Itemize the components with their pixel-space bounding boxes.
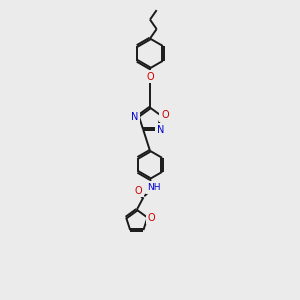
Text: N: N — [157, 125, 164, 135]
Text: O: O — [135, 186, 142, 196]
Text: NH: NH — [147, 183, 161, 192]
Text: O: O — [161, 110, 169, 120]
Text: O: O — [147, 212, 155, 223]
Text: O: O — [146, 71, 154, 82]
Text: N: N — [131, 112, 139, 122]
